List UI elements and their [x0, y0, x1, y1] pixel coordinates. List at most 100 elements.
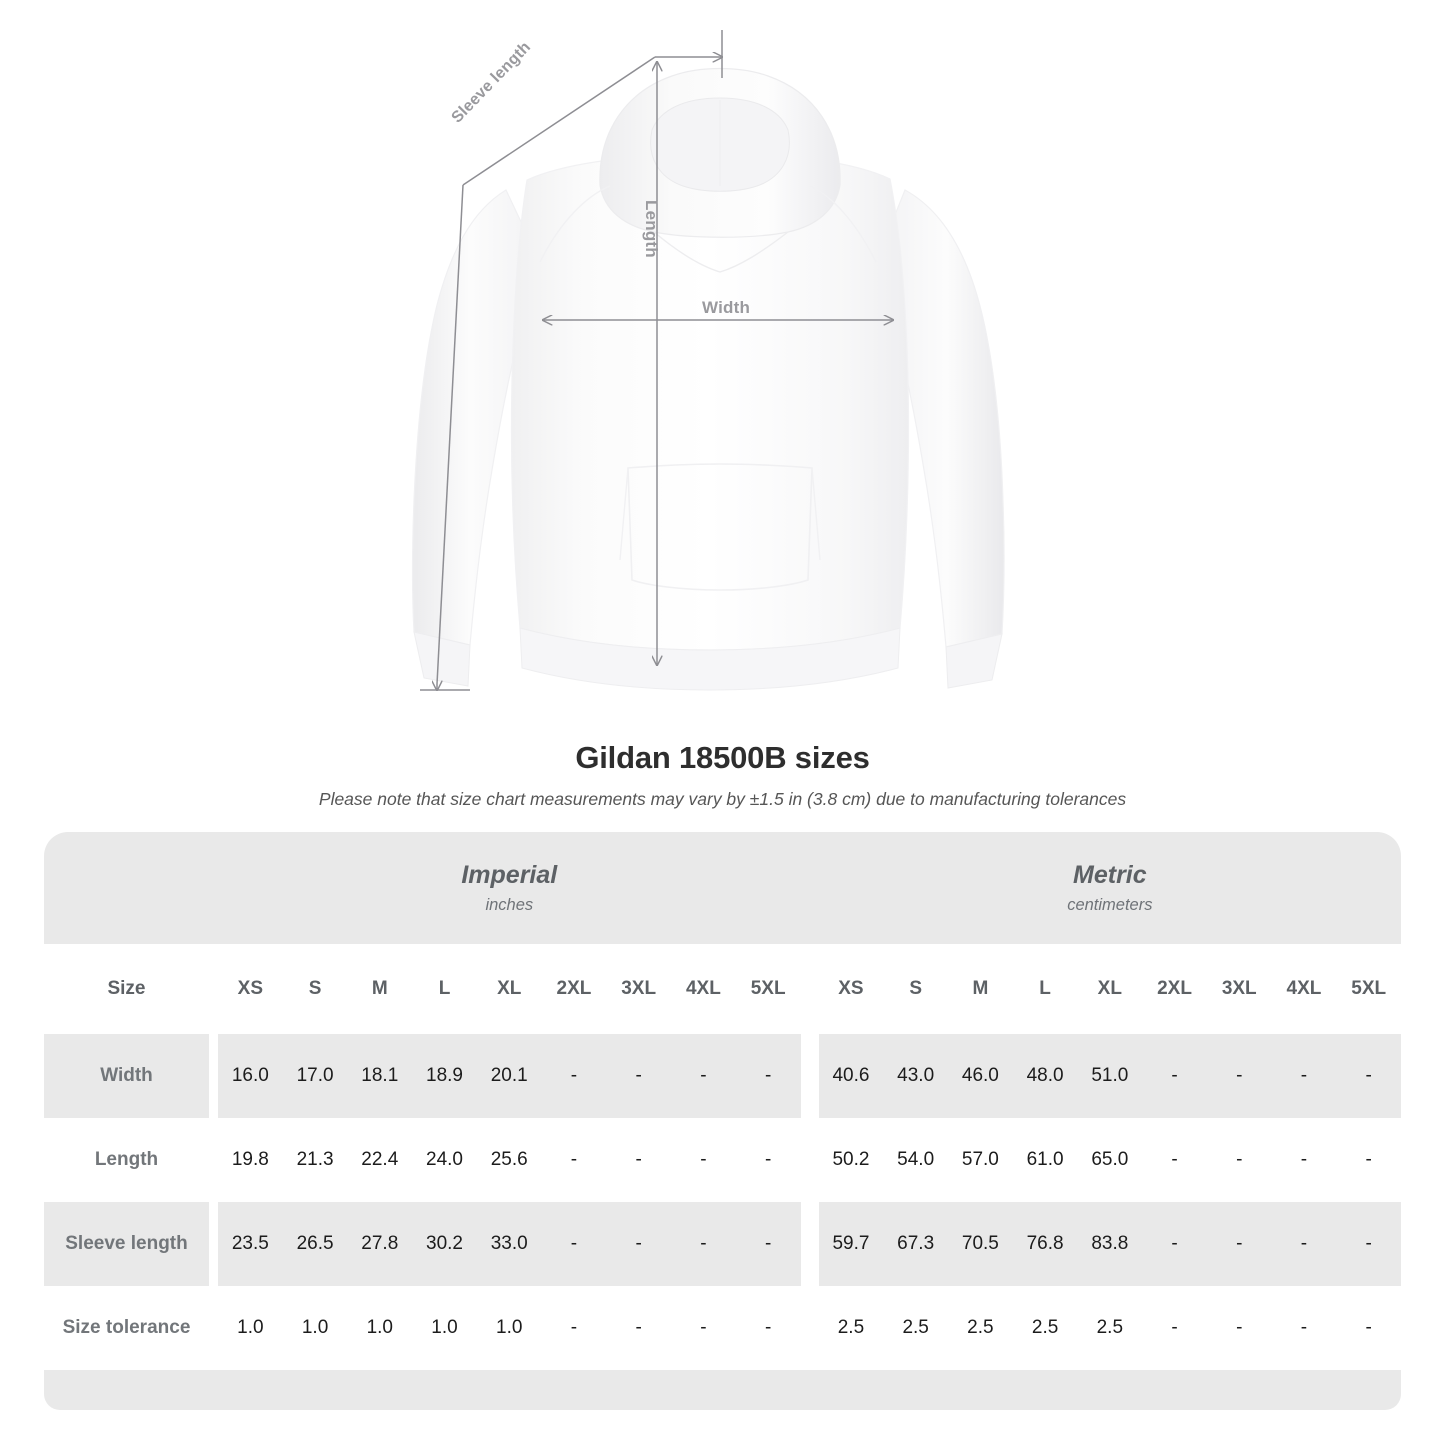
cell-metric-xs: 50.2: [818, 1118, 884, 1202]
cell-metric-xl: 2.5: [1077, 1286, 1143, 1370]
row-label-gutter: [209, 1034, 218, 1118]
cell-metric-5xl: -: [1336, 1118, 1402, 1202]
size-chart-table: Imperial inches Metric centimeters Size XS S M L…: [44, 832, 1402, 1410]
size-header-cell-m: M: [948, 944, 1013, 1034]
cell-imperial-xs: 19.8: [218, 1118, 283, 1202]
cell-imperial-2xl: -: [541, 1286, 607, 1370]
cell-imperial-s: 21.3: [282, 1118, 348, 1202]
table-row: Sleeve length 23.5 26.5 27.8 30.2 33.0- - - -59.…: [44, 1202, 1402, 1286]
size-header-cell-xl: XL: [1077, 944, 1143, 1034]
cell-imperial-3xl: -: [606, 1118, 672, 1202]
unit-section-imperial: Imperial inches: [218, 832, 801, 944]
row-label-width: Width: [44, 1034, 209, 1118]
hoodie-drawing: [411, 30, 1005, 735]
size-header-cell-xs: XS: [218, 944, 283, 1034]
cell-imperial-xs: 16.0: [218, 1034, 283, 1118]
length-dimension-label: Length: [642, 200, 661, 258]
cell-imperial-5xl: -: [735, 1034, 801, 1118]
cell-metric-xl: 83.8: [1077, 1202, 1143, 1286]
sleeve-vertical: [436, 184, 464, 685]
cell-metric-5xl: -: [1336, 1034, 1402, 1118]
cell-imperial-s: 17.0: [282, 1034, 348, 1118]
size-header-cell-5xl: 5XL: [1336, 944, 1402, 1034]
cell-metric-xl: 51.0: [1077, 1034, 1143, 1118]
row-label-sleeve-length: Sleeve length: [44, 1202, 209, 1286]
unit-banner-row: Imperial inches Metric centimeters: [44, 832, 1402, 944]
page-title: Gildan 18500B sizes: [575, 740, 870, 775]
cell-metric-xl: 65.0: [1077, 1118, 1143, 1202]
row-label-size-tolerance: Size tolerance: [44, 1286, 209, 1370]
size-header-cell-xl: XL: [476, 944, 542, 1034]
cell-metric-xs: 59.7: [818, 1202, 884, 1286]
cell-imperial-3xl: -: [606, 1034, 672, 1118]
unit-divider: [800, 1118, 819, 1202]
table-row: Length 19.8 21.3 22.4 24.0 25.6- - - -50.2 54.0 57…: [44, 1118, 1402, 1202]
table-row: Width 16.0 17.0 18.1 18.9 20.1- - - -40.6 43.0 46.…: [44, 1034, 1402, 1118]
size-header-cell-l: L: [412, 944, 477, 1034]
cell-imperial-xl: 33.0: [476, 1202, 542, 1286]
cell-imperial-5xl: -: [735, 1118, 801, 1202]
size-header-cell-l: L: [1012, 944, 1078, 1034]
cell-imperial-3xl: -: [606, 1202, 672, 1286]
cell-imperial-4xl: -: [671, 1118, 736, 1202]
size-header-cell-3xl: 3XL: [606, 944, 672, 1034]
unit-divider: [800, 1286, 819, 1370]
unit-banner-spacer: [44, 832, 209, 944]
row-label-length: Length: [44, 1118, 209, 1202]
hoodie-illustration: Sleeve length Length Width: [411, 30, 1005, 735]
row-label-gutter: [209, 1286, 218, 1370]
size-header-cell-4xl: 4XL: [671, 944, 736, 1034]
cell-metric-3xl: -: [1206, 1034, 1272, 1118]
size-header-cell-3xl: 3XL: [1206, 944, 1272, 1034]
table-footer-cell: [44, 1370, 1402, 1410]
row-label-gutter: [209, 1202, 218, 1286]
sleeve-diagonal: [462, 56, 656, 186]
size-header-cell-s: S: [282, 944, 348, 1034]
size-header-cell-s: S: [883, 944, 949, 1034]
size-header-divider: [800, 944, 819, 1034]
cell-imperial-3xl: -: [606, 1286, 672, 1370]
cell-imperial-m: 27.8: [347, 1202, 413, 1286]
size-header-cell-2xl: 2XL: [1142, 944, 1207, 1034]
cell-metric-2xl: -: [1142, 1118, 1207, 1202]
cell-metric-s: 54.0: [883, 1118, 949, 1202]
dimension-lines: [420, 30, 893, 690]
cell-metric-s: 2.5: [883, 1286, 949, 1370]
size-header-label: Size: [44, 944, 209, 1034]
table-footer-strip: [44, 1370, 1402, 1410]
cell-metric-5xl: -: [1336, 1202, 1402, 1286]
chart-heading: Gildan 18500B sizes Please note that siz…: [0, 740, 1445, 810]
size-header-cell-2xl: 2XL: [541, 944, 607, 1034]
cell-metric-4xl: -: [1271, 1034, 1337, 1118]
cell-imperial-m: 22.4: [347, 1118, 413, 1202]
cell-metric-l: 48.0: [1012, 1034, 1078, 1118]
cell-imperial-4xl: -: [671, 1202, 736, 1286]
cell-imperial-5xl: -: [735, 1286, 801, 1370]
cell-imperial-xs: 1.0: [218, 1286, 283, 1370]
cell-metric-4xl: -: [1271, 1202, 1337, 1286]
cell-imperial-m: 18.1: [347, 1034, 413, 1118]
unit-section-name: Imperial: [461, 860, 558, 889]
width-dimension-label: Width: [702, 298, 751, 317]
unit-banner-gutter: [209, 832, 218, 944]
cell-metric-l: 61.0: [1012, 1118, 1078, 1202]
cell-imperial-2xl: -: [541, 1034, 607, 1118]
cell-imperial-s: 1.0: [282, 1286, 348, 1370]
unit-divider: [800, 1034, 819, 1118]
cell-imperial-xl: 25.6: [476, 1118, 542, 1202]
size-chart-table-container: Imperial inches Metric centimeters Size XS S M L…: [44, 832, 1402, 1410]
cell-metric-m: 70.5: [948, 1202, 1013, 1286]
unit-section-metric: Metric centimeters: [818, 832, 1402, 944]
unit-section-subtitle: inches: [485, 896, 534, 915]
unit-section-name: Metric: [1073, 860, 1147, 889]
unit-section-subtitle: centimeters: [1067, 896, 1153, 915]
cell-metric-l: 76.8: [1012, 1202, 1078, 1286]
table-row: Size tolerance 1.0 1.0 1.0 1.0 1.0- - - -2.5 2.5 2…: [44, 1286, 1402, 1370]
cell-metric-s: 67.3: [883, 1202, 949, 1286]
unit-divider: [800, 1202, 819, 1286]
cell-metric-xs: 40.6: [818, 1034, 884, 1118]
cell-imperial-5xl: -: [735, 1202, 801, 1286]
cell-metric-m: 57.0: [948, 1118, 1013, 1202]
cell-imperial-l: 30.2: [412, 1202, 477, 1286]
cell-imperial-m: 1.0: [347, 1286, 413, 1370]
